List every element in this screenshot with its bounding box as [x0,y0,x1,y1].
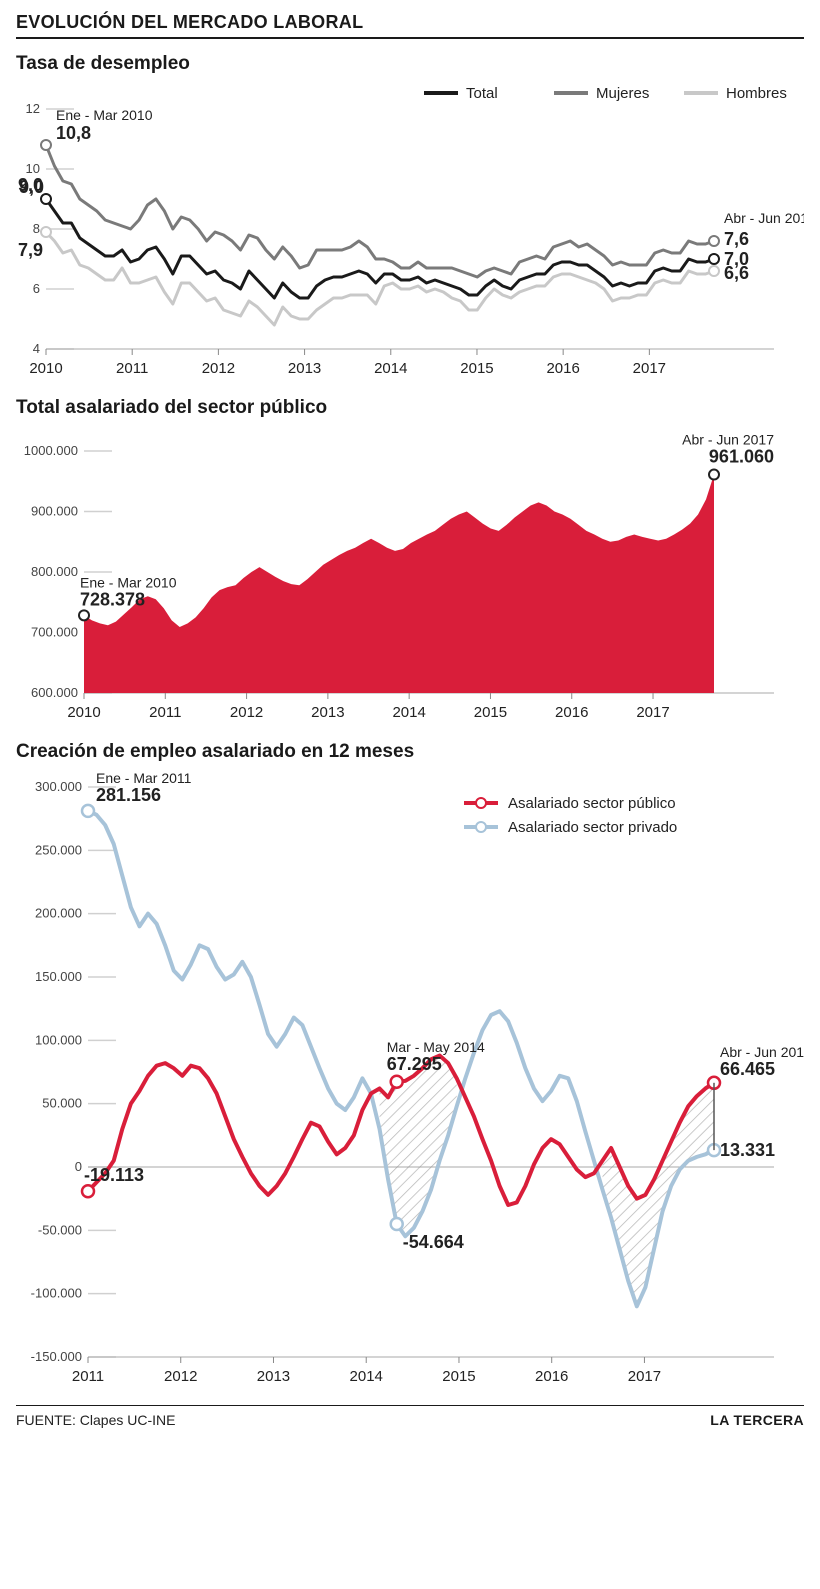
svg-text:2016: 2016 [555,704,588,721]
svg-text:50.000: 50.000 [42,1096,82,1111]
svg-text:2012: 2012 [202,360,235,377]
svg-text:2012: 2012 [164,1368,197,1385]
svg-text:10,8: 10,8 [56,123,91,143]
chart2-title: Total asalariado del sector público [16,397,804,419]
chart3-svg: -150.000 -100.000 -50.000 0 50.000 100.000 150… [16,767,804,1387]
svg-text:66.465: 66.465 [720,1059,775,1079]
svg-text:2015: 2015 [474,704,507,721]
svg-text:2013: 2013 [311,704,344,721]
svg-text:700.000: 700.000 [31,625,78,640]
chart-public-salaried: Total asalariado del sector público 600.… [16,397,804,723]
svg-text:6: 6 [33,281,40,296]
svg-text:900.000: 900.000 [31,504,78,519]
svg-text:Mar - May 2014: Mar - May 2014 [387,1039,485,1055]
svg-text:2017: 2017 [633,360,666,377]
svg-text:9,0: 9,0 [18,175,43,195]
svg-text:2010: 2010 [67,704,100,721]
svg-text:2014: 2014 [350,1368,383,1385]
svg-text:2016: 2016 [535,1368,568,1385]
chart3-title: Creación de empleo asalariado en 12 mese… [16,741,804,763]
chart-job-creation: Creación de empleo asalariado en 12 mese… [16,741,804,1387]
svg-text:Ene - Mar 2011: Ene - Mar 2011 [96,770,192,786]
svg-text:2011: 2011 [116,360,148,377]
svg-text:150.000: 150.000 [35,969,82,984]
svg-text:67.295: 67.295 [387,1054,442,1074]
svg-text:100.000: 100.000 [35,1032,82,1047]
svg-text:Abr - Jun 2017: Abr - Jun 2017 [682,432,774,448]
svg-text:2013: 2013 [257,1368,290,1385]
svg-text:1000.000: 1000.000 [24,443,78,458]
svg-text:2014: 2014 [374,360,407,377]
svg-text:-150.000: -150.000 [31,1349,82,1364]
svg-text:-54.664: -54.664 [403,1232,464,1252]
svg-text:12: 12 [26,101,40,116]
svg-text:Mujeres: Mujeres [596,85,649,102]
svg-text:Hombres: Hombres [726,85,787,102]
svg-text:0: 0 [75,1159,82,1174]
svg-text:2011: 2011 [149,704,181,721]
svg-text:7,9: 7,9 [18,240,43,260]
svg-text:-50.000: -50.000 [38,1222,82,1237]
publisher-text: LA TERCERA [710,1412,804,1428]
svg-text:600.000: 600.000 [31,685,78,700]
svg-text:800.000: 800.000 [31,564,78,579]
svg-text:2014: 2014 [392,704,425,721]
footer: FUENTE: Clapes UC-INE LA TERCERA [16,1405,804,1428]
svg-text:Asalariado sector público: Asalariado sector público [508,795,676,812]
svg-text:6,6: 6,6 [724,263,749,283]
svg-text:2012: 2012 [230,704,263,721]
svg-text:-19.113: -19.113 [84,1165,144,1185]
svg-text:Ene - Mar 2010: Ene - Mar 2010 [80,574,177,590]
chart1-svg: 4 6 8 10 12 2010 2011 2012 2013 2014 2015 2016 2017 E… [16,79,804,379]
svg-text:2013: 2013 [288,360,321,377]
svg-text:2017: 2017 [628,1368,661,1385]
svg-text:-100.000: -100.000 [31,1286,82,1301]
svg-text:Abr - Jun 2017: Abr - Jun 2017 [720,1044,804,1060]
svg-text:Total: Total [466,85,498,102]
svg-text:2010: 2010 [29,360,62,377]
svg-text:250.000: 250.000 [35,842,82,857]
svg-text:2011: 2011 [72,1368,104,1385]
svg-text:8: 8 [33,221,40,236]
chart-unemployment: Tasa de desempleo 4 6 8 10 12 2010 2011 2012 201… [16,53,804,379]
svg-text:7,6: 7,6 [724,229,749,249]
svg-text:961.060: 961.060 [709,447,774,467]
svg-text:10: 10 [26,161,40,176]
svg-text:13.331: 13.331 [720,1140,775,1160]
svg-text:2016: 2016 [546,360,579,377]
svg-text:300.000: 300.000 [35,779,82,794]
svg-text:2015: 2015 [460,360,493,377]
source-text: FUENTE: Clapes UC-INE [16,1412,175,1428]
svg-text:2015: 2015 [442,1368,475,1385]
chart2-svg: 600.000 700.000 800.000 900.000 1000.000 2010… [16,423,804,723]
page-title: EVOLUCIÓN DEL MERCADO LABORAL [16,12,804,39]
svg-text:2017: 2017 [636,704,669,721]
svg-text:200.000: 200.000 [35,906,82,921]
svg-text:Ene - Mar 2010: Ene - Mar 2010 [56,107,153,123]
svg-text:Asalariado sector privado: Asalariado sector privado [508,819,677,836]
svg-text:281.156: 281.156 [96,785,161,805]
svg-text:4: 4 [33,341,40,356]
svg-text:Abr - Jun 2017: Abr - Jun 2017 [724,210,804,226]
chart1-title: Tasa de desempleo [16,53,804,75]
svg-text:728.378: 728.378 [80,589,145,609]
